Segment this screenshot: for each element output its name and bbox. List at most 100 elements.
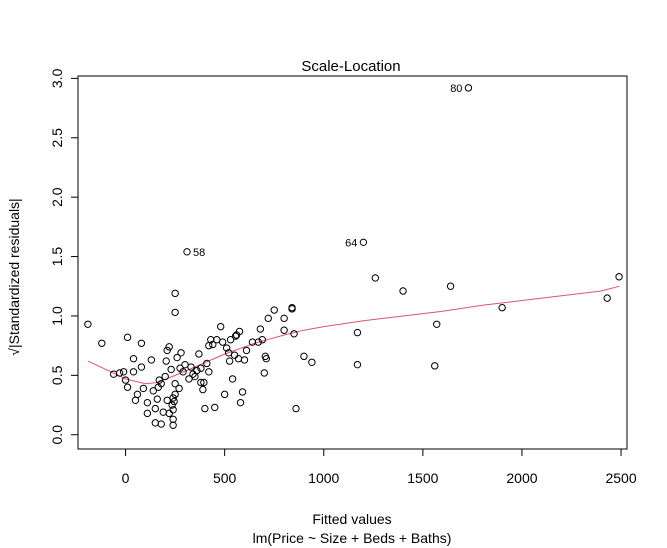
data-point (371, 274, 379, 282)
data-point (197, 364, 205, 372)
data-point (161, 372, 169, 381)
data-point (226, 336, 235, 344)
x-tick-label: 1000 (308, 470, 339, 486)
x-axis-label: Fitted values (312, 511, 391, 527)
data-point (121, 376, 130, 384)
data-point (187, 363, 195, 371)
y-axis-label: √|Standardized residuals| (6, 198, 22, 355)
y-tick-label: 1.0 (49, 306, 65, 326)
data-point (143, 398, 152, 407)
data-point (258, 336, 267, 344)
outlier-label: 64 (345, 237, 357, 249)
data-points (84, 84, 623, 429)
model-formula-label: lm(Price ~ Size + Beds + Baths) (253, 530, 452, 546)
data-point (137, 339, 146, 347)
data-point (153, 395, 161, 403)
data-point (290, 330, 298, 338)
data-point (203, 359, 211, 368)
x-tick-label: 500 (213, 470, 237, 486)
data-point (288, 305, 296, 313)
data-point (256, 325, 265, 333)
data-point (179, 368, 187, 376)
data-point (171, 390, 179, 399)
data-point (168, 401, 176, 409)
data-point (157, 420, 165, 428)
data-point (205, 368, 213, 376)
data-point (240, 356, 249, 364)
y-tick-label: 3.0 (49, 68, 65, 88)
data-point (205, 341, 213, 350)
outlier-label: 80 (450, 83, 462, 95)
y-tick-label: 2.0 (49, 187, 65, 207)
data-point (209, 340, 217, 349)
data-point (353, 360, 362, 369)
outlier-labels: 80 64 58 (193, 83, 462, 259)
data-point (292, 404, 300, 413)
data-point (163, 346, 171, 355)
data-point (143, 409, 152, 418)
data-point (264, 314, 272, 323)
data-point (171, 289, 179, 298)
data-point (129, 355, 138, 363)
data-point (197, 378, 205, 387)
y-tick-label: 0.0 (49, 425, 65, 445)
data-point (169, 394, 177, 402)
data-point (235, 327, 244, 336)
data-point (123, 383, 132, 391)
data-point (222, 344, 231, 352)
outlier-label: 58 (193, 247, 205, 259)
data-point (169, 421, 177, 429)
data-point (300, 352, 308, 361)
data-point (231, 332, 240, 340)
x-tick-label: 0 (122, 470, 130, 486)
data-point (173, 353, 181, 362)
data-point (213, 336, 221, 344)
data-point (195, 350, 203, 358)
data-point (242, 346, 251, 355)
data-point (181, 360, 189, 369)
data-point (225, 357, 234, 365)
data-point (123, 333, 132, 342)
data-point (603, 294, 611, 302)
y-tick-label: 0.5 (49, 365, 65, 385)
x-tick-label: 2000 (506, 470, 537, 486)
data-point (238, 388, 247, 396)
data-point (131, 396, 140, 404)
data-point (169, 406, 177, 414)
data-point (170, 397, 178, 406)
data-point (147, 356, 156, 364)
data-point (280, 314, 288, 323)
data-point (162, 357, 170, 365)
data-point (234, 355, 243, 363)
data-point (151, 419, 159, 427)
data-point (433, 320, 441, 328)
data-point (615, 273, 623, 281)
data-point (308, 358, 316, 366)
data-point (129, 368, 138, 376)
data-point (217, 322, 225, 331)
smooth-trend-line (87, 285, 620, 385)
data-point (218, 338, 227, 346)
data-point (165, 409, 173, 418)
data-point (228, 375, 237, 383)
data-point (98, 339, 106, 347)
data-point (183, 248, 191, 256)
data-point (260, 369, 269, 377)
x-tick-label: 2500 (605, 470, 636, 486)
data-point (177, 349, 185, 357)
data-point (280, 326, 288, 334)
data-point (137, 363, 146, 371)
data-point (159, 408, 167, 416)
data-point (171, 308, 179, 317)
data-point (157, 379, 165, 388)
y-tick-label: 2.5 (49, 128, 65, 148)
data-point (230, 351, 239, 359)
x-tick-label: 1500 (407, 470, 438, 486)
data-point (220, 390, 229, 399)
y-axis: 0.0 0.5 1.0 1.5 2.0 2.5 3.0 (49, 68, 79, 445)
data-point (167, 365, 175, 374)
y-tick-label: 1.5 (49, 247, 65, 267)
data-point (84, 320, 92, 328)
data-point (201, 404, 209, 413)
